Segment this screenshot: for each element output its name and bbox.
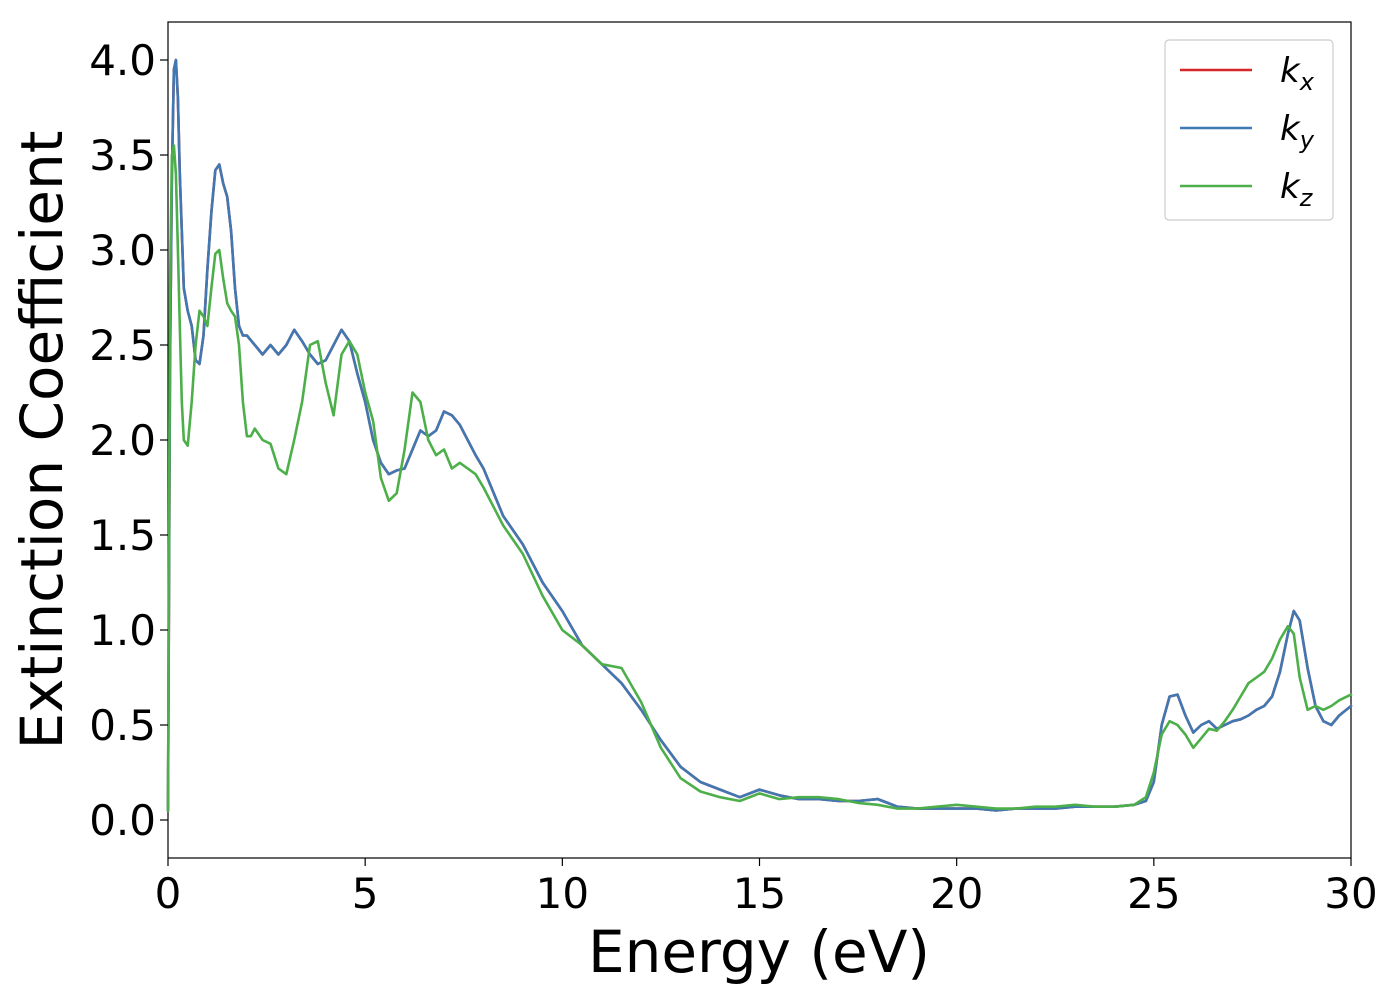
legend: kx ky kz [1164, 39, 1334, 221]
y-tick-label: 2.5 [89, 321, 156, 370]
y-tick-label: 0.5 [89, 701, 156, 750]
x-tick-label: 25 [1127, 869, 1180, 918]
x-tick-label: 0 [155, 869, 182, 918]
x-tick-label: 15 [733, 869, 786, 918]
y-tick-label: 1.0 [89, 606, 156, 655]
plot-area [167, 21, 1352, 859]
y-tick-label: 3.0 [89, 226, 156, 275]
legend-frame [1164, 39, 1334, 221]
series-line-ky [166, 58, 1353, 812]
y-axis-title: Extinction Coefficient [8, 131, 76, 750]
legend-label-ky: ky [1280, 109, 1315, 154]
y-axis-ticks: 0.0 0.5 1.0 1.5 2.0 2.5 3.0 3.5 4.0 [89, 36, 168, 845]
legend-label-kx: kx [1280, 51, 1315, 96]
x-tick-label: 10 [536, 869, 589, 918]
x-tick-label: 5 [352, 869, 379, 918]
x-tick-label: 20 [930, 869, 983, 918]
series-layer [166, 58, 1353, 812]
y-tick-label: 4.0 [89, 36, 156, 85]
y-tick-label: 3.5 [89, 131, 156, 180]
y-tick-label: 2.0 [89, 416, 156, 465]
x-axis-ticks: 0 5 10 15 20 25 30 [155, 858, 1378, 918]
y-tick-label: 1.5 [89, 511, 156, 560]
x-axis-title: Energy (eV) [588, 918, 930, 986]
plot-frame [167, 21, 1352, 859]
series-line-kz [166, 144, 1353, 812]
x-tick-label: 30 [1324, 869, 1377, 918]
y-tick-label: 0.0 [89, 796, 156, 845]
legend-label-kz: kz [1280, 167, 1314, 212]
